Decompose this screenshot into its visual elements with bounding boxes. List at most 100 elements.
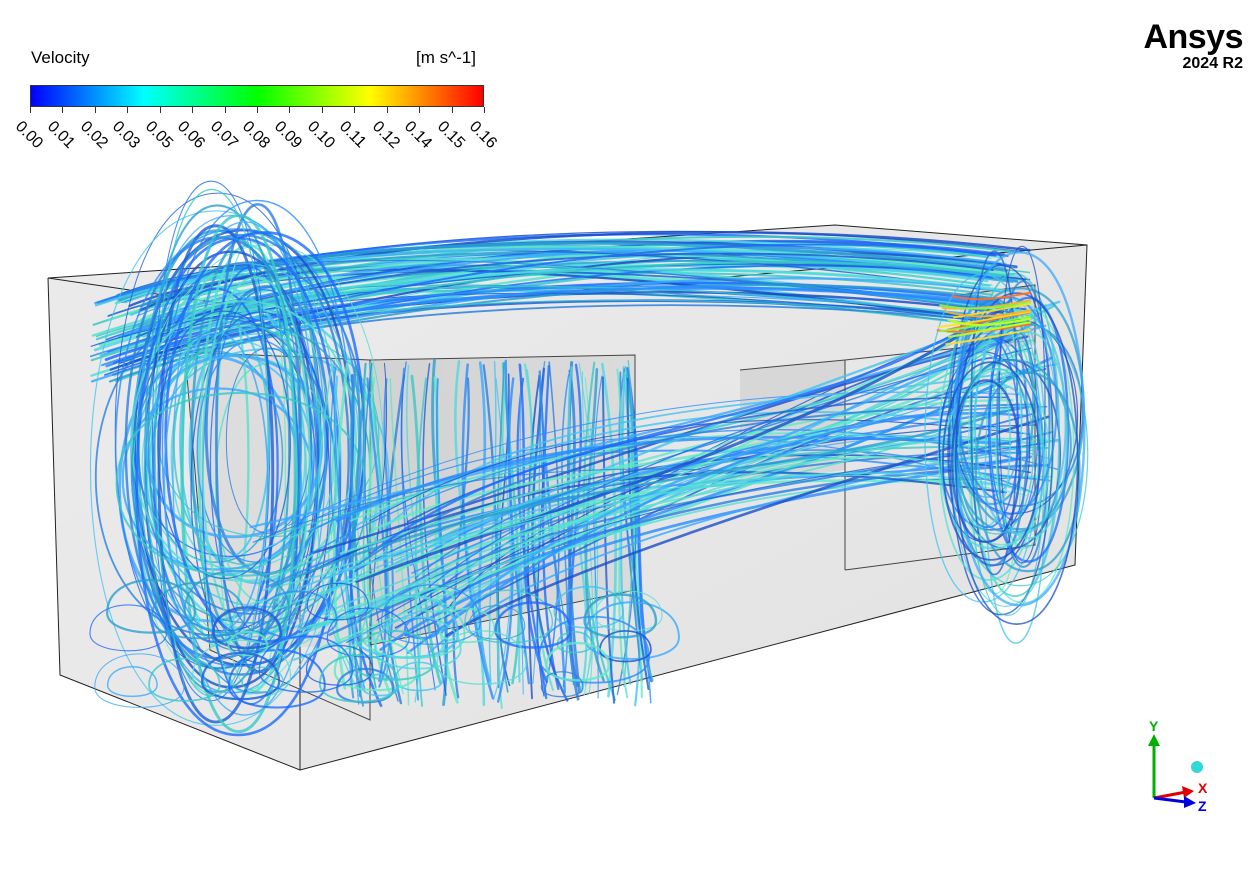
streamline xyxy=(945,328,1031,346)
streamline xyxy=(939,301,1031,310)
streamline xyxy=(941,299,1031,310)
streamline xyxy=(318,654,399,703)
streamline xyxy=(438,475,1054,616)
streamline xyxy=(350,362,367,707)
streamline xyxy=(947,321,1031,338)
legend-tick-mark xyxy=(30,107,31,113)
streamline xyxy=(288,391,1021,526)
z-axis-label: Z xyxy=(1198,798,1207,814)
legend-tick-mark xyxy=(127,107,129,113)
streamline xyxy=(358,430,1054,620)
streamline xyxy=(183,570,290,635)
axis-triad[interactable]: Y X Z xyxy=(1130,710,1230,830)
legend-tick-mark xyxy=(159,107,161,113)
y-axis-label: Y xyxy=(1149,718,1159,734)
streamline xyxy=(957,367,1034,535)
legend-tick-mark xyxy=(192,107,194,113)
streamline xyxy=(107,263,1029,353)
streamline xyxy=(583,593,658,639)
streamline xyxy=(157,310,291,580)
streamline xyxy=(540,671,584,698)
legend-tick-mark xyxy=(257,107,258,113)
legend-unit: [m s^-1] xyxy=(416,48,476,67)
legend-tick-mark xyxy=(451,107,453,113)
x-axis-arrow xyxy=(1153,790,1187,800)
streamline xyxy=(305,645,373,686)
streamline xyxy=(601,376,616,704)
legend-tick-mark xyxy=(419,107,421,113)
streamline xyxy=(394,661,444,692)
streamline xyxy=(989,329,1039,521)
streamline xyxy=(200,652,281,701)
streamline xyxy=(348,374,383,707)
streamline xyxy=(115,391,366,577)
streamline xyxy=(148,657,221,702)
streamline xyxy=(258,635,354,693)
legend-tick-mark xyxy=(62,107,64,113)
legend-tick-mark xyxy=(224,107,226,113)
streamline xyxy=(225,347,312,534)
z-axis-arrow xyxy=(1153,796,1187,804)
legend-tick-mark xyxy=(94,107,96,113)
streamline xyxy=(89,210,342,726)
streamline xyxy=(305,471,1007,576)
streamline xyxy=(354,306,1004,583)
streamline xyxy=(494,601,572,649)
streamline xyxy=(241,666,284,693)
streamline xyxy=(620,371,632,685)
streamline xyxy=(924,273,1042,603)
streamline xyxy=(114,228,362,667)
streamline xyxy=(422,363,447,696)
streamline xyxy=(626,377,650,691)
streamline xyxy=(974,371,1081,573)
brand-version: 2024 R2 xyxy=(1182,55,1244,72)
streamline xyxy=(180,213,297,734)
streamline xyxy=(364,362,399,702)
streamline xyxy=(538,370,566,694)
view-origin-dot xyxy=(1191,761,1203,773)
legend-tick-mark xyxy=(321,107,323,113)
legend-title: Velocity xyxy=(31,48,90,67)
streamline xyxy=(333,360,360,705)
streamline xyxy=(938,357,1044,531)
streamline xyxy=(599,630,652,663)
streamline xyxy=(953,321,1089,587)
streamline xyxy=(379,455,1032,652)
streamline xyxy=(989,331,1068,540)
legend-tick-mark xyxy=(484,107,485,113)
velocity-legend: Velocity [m s^-1] 0.00 0.01 0.02 0.03 0.05 0.… xyxy=(0,0,520,170)
streamline xyxy=(616,374,637,696)
streamline xyxy=(312,455,1003,652)
streamline xyxy=(351,630,435,681)
streamline xyxy=(406,364,422,703)
x-axis-label: X xyxy=(1198,780,1208,796)
streamline xyxy=(106,578,196,634)
streamline xyxy=(464,589,554,644)
streamline xyxy=(953,251,1086,607)
streamline xyxy=(212,606,282,649)
legend-colorbar xyxy=(30,85,484,107)
streamline xyxy=(950,317,1031,327)
streamline xyxy=(352,403,1039,569)
streamline xyxy=(139,231,1031,312)
streamline xyxy=(281,474,1027,614)
streamline xyxy=(353,594,460,659)
streamline xyxy=(138,251,1019,308)
streamline xyxy=(948,297,1035,506)
streamline xyxy=(942,361,1041,561)
streamline xyxy=(488,361,497,686)
streamline xyxy=(333,639,419,692)
streamline xyxy=(953,302,1031,319)
streamline xyxy=(370,362,388,688)
legend-tick-mark xyxy=(289,107,291,113)
streamline xyxy=(436,630,527,685)
streamline xyxy=(89,604,167,652)
streamline xyxy=(545,641,610,682)
streamline xyxy=(90,261,1006,362)
streamline xyxy=(944,309,1031,318)
streamline xyxy=(306,582,369,621)
streamline xyxy=(147,236,303,642)
streamline xyxy=(356,411,1031,526)
streamline xyxy=(89,285,994,358)
